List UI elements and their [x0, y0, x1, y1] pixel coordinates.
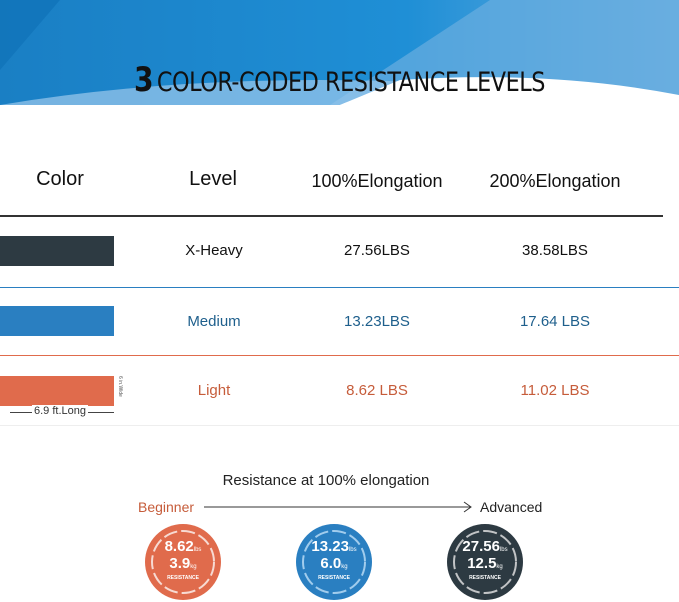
- resistance-badge-medium: 13.23lbs 6.0kg RESISTANCE: [296, 524, 372, 600]
- level-medium: Medium: [187, 313, 241, 330]
- lbs-unit: lbs: [348, 547, 357, 553]
- dial-ring-icon: [453, 530, 517, 594]
- resistance-label: RESISTANCE: [167, 575, 199, 581]
- lbs-unit: lbs: [499, 547, 508, 553]
- color-swatch-x-heavy: [0, 236, 114, 266]
- lbs-value: 8.62: [164, 538, 194, 555]
- header-200-elongation: 200%Elongation: [489, 171, 621, 191]
- resistance-label: RESISTANCE: [318, 575, 350, 581]
- e100-medium: 13.23LBS: [344, 313, 410, 330]
- header-100-elongation: 100%Elongation: [311, 171, 443, 191]
- e100-light: 8.62 LBS: [346, 382, 408, 399]
- kg-value: 12.5: [467, 555, 497, 572]
- beginner-label: Beginner: [138, 499, 195, 515]
- color-swatch-light: [0, 376, 114, 406]
- dial-ring-icon: [151, 530, 215, 594]
- lbs-unit: lbs: [193, 547, 202, 553]
- title-number: 3: [134, 60, 154, 100]
- e200-medium: 17.64 LBS: [519, 313, 591, 330]
- resistance-badge-x-heavy: 27.56lbs 12.5kg RESISTANCE: [447, 524, 523, 600]
- header-banner: 3 COLOR-CODED RESISTANCE LEVELS: [0, 0, 679, 105]
- e100-x-heavy: 27.56LBS: [344, 242, 410, 259]
- dial-ring-icon: [302, 530, 366, 594]
- legend-title: Resistance at 100% elongation: [222, 472, 430, 489]
- width-label: 6 in.Wide: [117, 376, 123, 397]
- kg-value: 6.0: [320, 555, 342, 572]
- resistance-label: RESISTANCE: [469, 575, 501, 581]
- row-divider: [0, 425, 679, 426]
- row-divider: [0, 355, 679, 356]
- kg-unit: kg: [341, 564, 348, 570]
- header-divider: [0, 215, 663, 217]
- lbs-value: 27.56: [462, 538, 500, 555]
- kg-unit: kg: [496, 564, 503, 570]
- header-color: Color: [36, 168, 84, 190]
- color-swatch-medium: [0, 306, 114, 336]
- length-label: 6.9 ft.Long: [32, 405, 88, 417]
- header-level: Level: [189, 168, 237, 190]
- row-divider: [0, 287, 679, 288]
- level-light: Light: [197, 382, 231, 399]
- kg-value: 3.9: [169, 555, 191, 572]
- resistance-badge-light: 8.62lbs 3.9kg RESISTANCE: [145, 524, 221, 600]
- kg-unit: kg: [190, 564, 197, 570]
- e200-light: 11.02 LBS: [520, 382, 590, 399]
- lbs-value: 13.23: [311, 538, 349, 555]
- title-text: COLOR-CODED RESISTANCE LEVELS: [156, 67, 546, 98]
- e200-x-heavy: 38.58LBS: [522, 242, 588, 259]
- banner-background: [0, 0, 679, 105]
- advanced-label: Advanced: [480, 499, 543, 515]
- progression-arrow-icon: [204, 501, 472, 513]
- page-title: 3 COLOR-CODED RESISTANCE LEVELS: [27, 60, 652, 100]
- level-x-heavy: X-Heavy: [185, 242, 243, 259]
